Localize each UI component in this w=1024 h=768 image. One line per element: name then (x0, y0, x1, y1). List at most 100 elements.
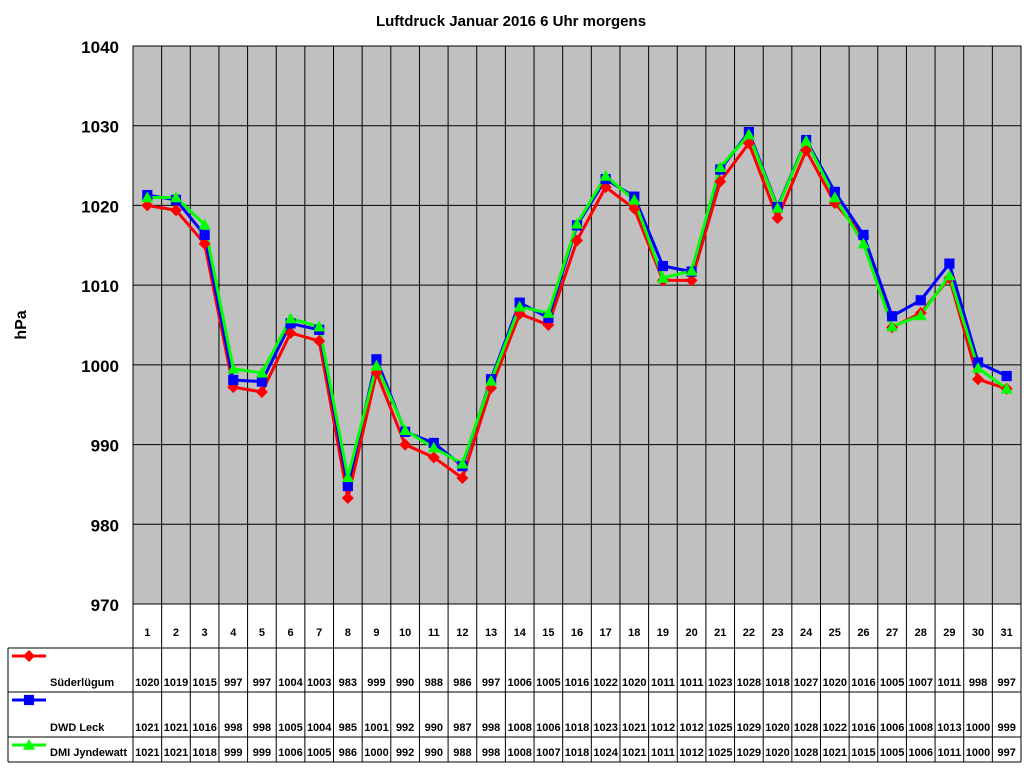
table-cell-value: 1011 (651, 677, 675, 689)
x-category-label: 29 (943, 627, 955, 639)
table-cell-value: 997 (482, 677, 500, 689)
legend-series-name: DWD Leck (50, 722, 105, 734)
data-point (198, 218, 211, 230)
table-cell-value: 1020 (135, 677, 159, 689)
x-category-label: 1 (144, 627, 150, 639)
table-cell-value: 986 (339, 747, 357, 759)
x-category-label: 26 (857, 627, 869, 639)
table-cell-value: 1028 (737, 677, 761, 689)
table-cell-value: 1028 (794, 722, 818, 734)
table-cell-value: 1007 (908, 677, 932, 689)
table-cell-value: 999 (224, 747, 242, 759)
data-point (828, 191, 841, 203)
data-point (313, 334, 326, 347)
data-point (542, 307, 555, 318)
legend-series-name: Süderlügum (50, 677, 114, 689)
data-point (199, 229, 210, 241)
x-category-label: 15 (542, 627, 554, 639)
data-point (169, 204, 182, 217)
data-point (1001, 370, 1012, 382)
x-category-label: 13 (485, 627, 497, 639)
data-point (571, 234, 583, 247)
table-cell-value: 1003 (307, 677, 331, 689)
data-point (571, 217, 583, 229)
y-tick-labels: 970 980 990 1000 1010 1020 1030 1040 (81, 38, 119, 615)
table-cell-value: 1011 (937, 677, 961, 689)
data-point (742, 137, 755, 150)
data-point (456, 457, 469, 469)
data-point (313, 320, 326, 332)
table-cell-value: 1008 (908, 722, 932, 734)
y-tick-label: 990 (91, 437, 119, 456)
table-cell-value: 1005 (307, 747, 331, 759)
table-cell-value: 985 (339, 722, 357, 734)
table-cell-value: 998 (482, 747, 500, 759)
table-cell-value: 999 (997, 722, 1015, 734)
x-category-label: 30 (972, 627, 984, 639)
data-point (714, 175, 727, 188)
table-cell-value: 1016 (851, 677, 875, 689)
table-cell-value: 1011 (680, 677, 704, 689)
table-cell-value: 1020 (765, 722, 789, 734)
data-point (857, 237, 870, 249)
table-cell-value: 998 (224, 722, 242, 734)
table-cell-value: 987 (453, 722, 471, 734)
table-cell-value: 998 (482, 722, 500, 734)
table-cell-value: 1027 (794, 677, 818, 689)
legend-series-name: DMI Jyndewatt (50, 747, 127, 759)
x-category-label: 12 (456, 627, 468, 639)
table-cell-value: 1029 (737, 747, 761, 759)
y-tick-label: 1040 (81, 38, 119, 57)
x-category-label: 24 (800, 627, 813, 639)
table-cell-value: 1023 (593, 722, 617, 734)
data-point (341, 491, 354, 504)
x-category-label: 17 (600, 627, 612, 639)
table-cell-value: 1018 (192, 747, 216, 759)
table-cell-value: 1016 (192, 722, 216, 734)
table-cell-value: 1020 (765, 747, 789, 759)
data-point (284, 312, 297, 324)
table-cell-value: 1004 (278, 677, 303, 689)
series-markers (141, 126, 1013, 504)
data-point (972, 362, 985, 373)
table-cell-value: 1012 (679, 747, 703, 759)
x-category-label: 11 (428, 627, 440, 639)
data-point (23, 739, 35, 750)
data-point (685, 264, 698, 276)
data-point (599, 169, 612, 181)
x-category-label: 25 (829, 627, 841, 639)
data-point (341, 471, 354, 483)
table-cell-value: 1018 (565, 722, 589, 734)
table-cell-value: 1015 (851, 747, 875, 759)
y-tick-label: 1010 (81, 277, 119, 296)
table-cell-value: 1021 (622, 747, 646, 759)
x-category-label: 2 (173, 627, 179, 639)
data-point (427, 441, 440, 453)
table-cell-value: 1022 (593, 677, 617, 689)
y-tick-label: 1020 (81, 197, 119, 216)
data-point (371, 354, 382, 365)
table-cell-value: 1018 (565, 747, 589, 759)
data-point (800, 144, 813, 157)
grid-lines (132, 45, 1022, 762)
data-point (255, 385, 268, 398)
x-category-label: 31 (1001, 627, 1013, 639)
x-category-label: 5 (259, 627, 265, 639)
table-cell-value: 1021 (135, 747, 159, 759)
data-point (944, 258, 955, 269)
x-category-label: 7 (316, 627, 322, 639)
data-point (886, 311, 898, 322)
data-point (771, 201, 784, 213)
data-point (915, 295, 926, 306)
data-point (141, 191, 154, 203)
table-cell-value: 988 (425, 677, 443, 689)
x-category-label: 23 (771, 627, 783, 639)
table-cell-value: 1020 (823, 677, 847, 689)
data-point (399, 424, 412, 436)
table-cell-value: 1000 (364, 747, 388, 759)
data-point (800, 134, 813, 146)
plot-area (132, 45, 1022, 605)
table-cell-value: 1001 (364, 722, 388, 734)
table-cell-value: 1015 (192, 677, 216, 689)
table-cell-value: 990 (396, 677, 414, 689)
